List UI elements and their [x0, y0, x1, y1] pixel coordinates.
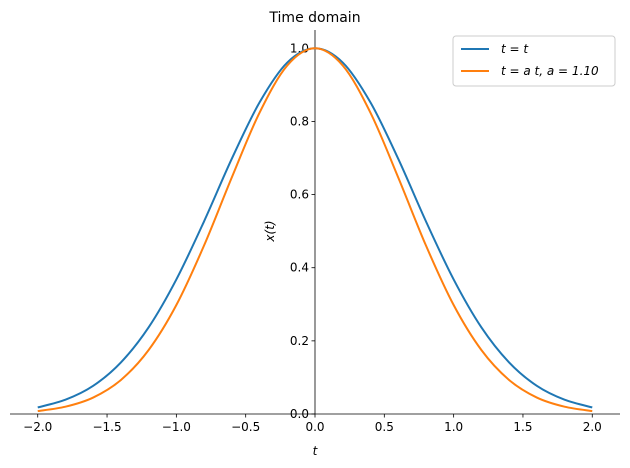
- legend: t = t t = a t, a = 1.10: [452, 35, 616, 87]
- x-tick-label: −1.0: [162, 420, 191, 434]
- y-tick-label: 0.2: [290, 334, 309, 348]
- x-tick-label: 2.0: [583, 420, 602, 434]
- y-tick-label: 0.4: [290, 261, 309, 275]
- x-tick-label: 1.5: [513, 420, 532, 434]
- legend-label-2: t = a t, a = 1.10: [501, 64, 599, 78]
- y-tick-label: 0.0: [290, 407, 309, 421]
- x-tick-label: −2.0: [23, 420, 52, 434]
- y-tick-label: 0.8: [290, 114, 309, 128]
- series-group: [37, 47, 593, 413]
- y-axis-label: x(t): [263, 220, 277, 242]
- x-tick-label: 1.0: [444, 420, 463, 434]
- x-tick-label: −1.5: [92, 420, 121, 434]
- chart-title: Time domain: [268, 10, 360, 26]
- axes: −2.0 −1.5 −1.0 −0.5 0.0 0.5 1.0 1.5 2.0 0.0 0.2 0.4…: [10, 30, 620, 434]
- x-tick-label: 0.5: [375, 420, 394, 434]
- x-axis-label: t: [313, 444, 319, 458]
- series-line-2: [37, 47, 593, 413]
- x-tick-label: 0.0: [305, 420, 324, 434]
- legend-box: [452, 35, 616, 87]
- x-tick-label: −0.5: [231, 420, 260, 434]
- legend-label-1: t = t: [501, 42, 529, 56]
- y-tick-label: 0.6: [290, 188, 309, 202]
